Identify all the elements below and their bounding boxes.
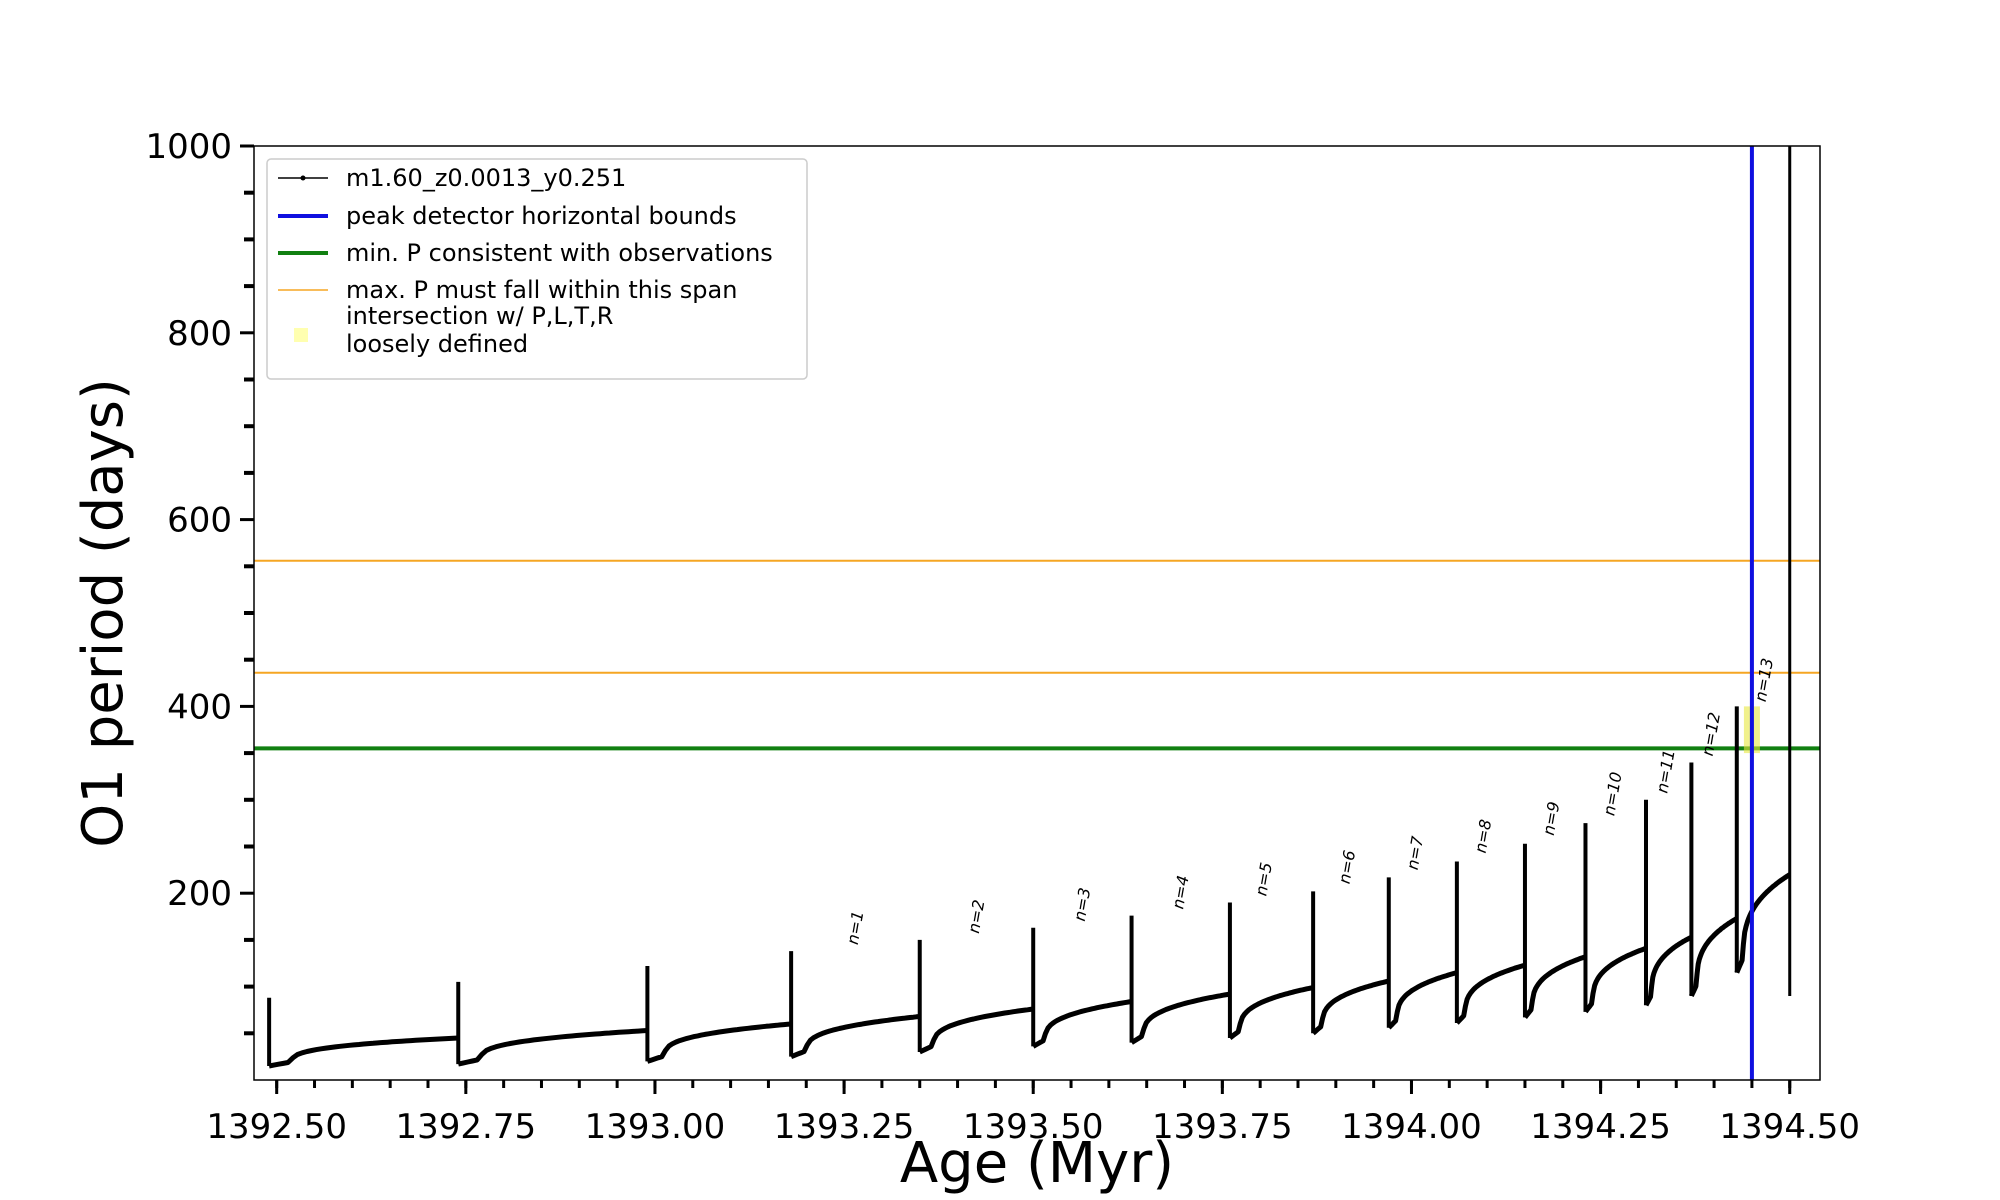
series-cycle-6 [1130,991,1231,1045]
series-cycle-5 [1031,999,1132,1049]
series-cycle-7 [1228,985,1314,1040]
series-cycle-4 [918,1006,1034,1055]
series-cycle-9 [1387,970,1458,1030]
series-cycle-0 [268,1035,459,1069]
y-tick-label: 1000 [145,127,232,167]
legend-label-1: peak detector horizontal bounds [346,202,737,230]
series-cycle-8 [1311,978,1390,1036]
peak-label-3: n=3 [1070,886,1095,923]
legend-box [266,158,808,380]
peak-label-4: n=4 [1168,874,1193,911]
peak-label-13: n=13 [1751,657,1777,704]
legend-label-2: min. P consistent with observations [346,239,773,267]
peak-label-5: n=5 [1251,861,1276,898]
y-tick-label: 200 [167,874,232,914]
series-cycle-10 [1455,962,1526,1025]
x-tick-label: 1394.50 [1719,1107,1860,1147]
y-tick-label: 600 [167,501,232,541]
y-tick-label: 800 [167,314,232,354]
peak-label-7: n=7 [1403,834,1428,871]
series-cycle-14 [1689,916,1739,997]
peak-label-6: n=6 [1335,849,1360,886]
x-tick-label: 1394.25 [1530,1107,1671,1147]
legend-label-4-line2: loosely defined [346,330,528,358]
x-tick-label: 1394.00 [1341,1107,1482,1147]
legend-marker [300,175,306,181]
series-cycle-1 [457,1028,648,1067]
series-cycle-15 [1734,872,1792,974]
plot-area: n=1 n=2 n=3 n=4 n=5 n=6 n=7 n=8 n=9n=10 n=11n=12n… [254,146,1820,1080]
peak-label-9: n=9 [1539,800,1564,837]
series-cycle-12 [1583,945,1647,1014]
legend-swatch-4 [294,328,308,342]
peak-label-1: n=1 [843,909,868,946]
x-tick-label: 1393.25 [774,1107,915,1147]
y-tick-label: 400 [167,687,232,727]
y-axis-title: O1 period (days) [71,378,136,848]
x-axis-title: Age (Myr) [900,1131,1174,1196]
x-tick-label: 1392.50 [206,1107,347,1147]
peak-label-10: n=10 [1599,771,1625,818]
series-cycle-11 [1523,954,1587,1019]
x-tick-label: 1393.75 [1152,1107,1293,1147]
x-tick-label: 1393.50 [963,1107,1104,1147]
peak-label-2: n=2 [964,898,989,935]
x-tick-label: 1392.75 [396,1107,537,1147]
peak-label-11: n=11 [1652,748,1678,795]
peak-label-8: n=8 [1471,818,1496,855]
legend-label-4: intersection w/ P,L,T,R [346,302,613,330]
x-tick-label: 1393.00 [585,1107,726,1147]
series-cycle-3 [790,1014,920,1060]
axis-ticks: 1392.50 1392.75 1393.00 1393.25 1393.50 1393.… [145,127,1860,1147]
legend-label-0: m1.60_z0.0013_y0.251 [346,164,626,192]
legend-label-3: max. P must fall within this span [346,276,737,304]
series-cycle-13 [1643,934,1693,1007]
series-cycle-2 [646,1021,792,1064]
